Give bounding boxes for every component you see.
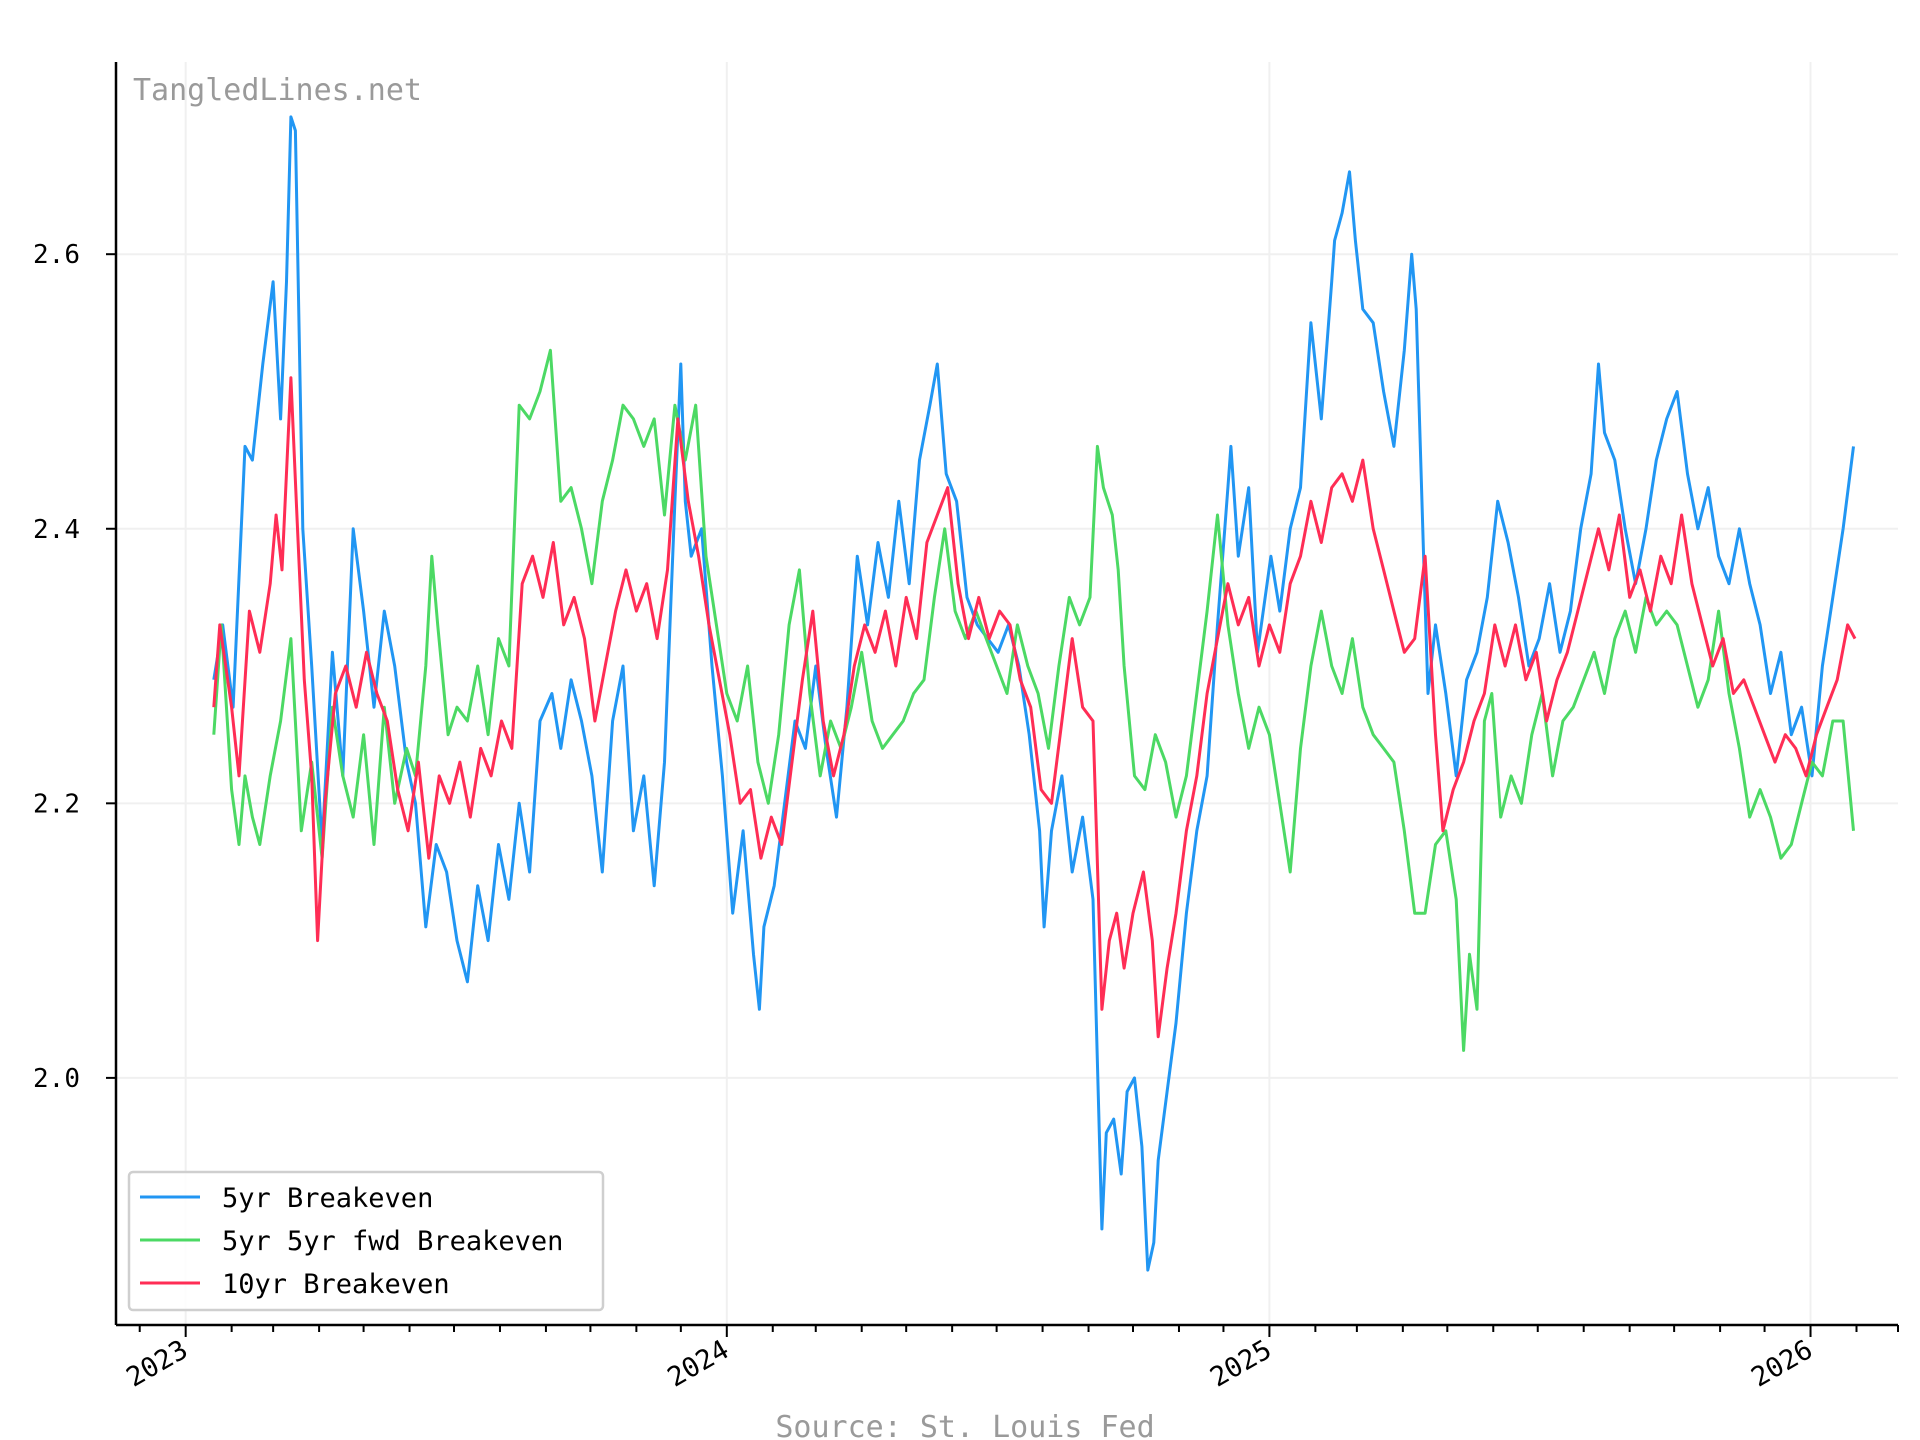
series-line-5yr: [212, 115, 1855, 1272]
legend-label-10yr: 10yr Breakeven: [222, 1269, 450, 1300]
y-axis-ticks: 2.0 2.2 2.4 2.6: [33, 240, 116, 1094]
source-caption: Source: St. Louis Fed: [775, 1410, 1154, 1440]
legend: 5yr Breakeven 5yr 5yr fwd Breakeven 10yr…: [127, 1170, 605, 1312]
y-tick-label-0: 2.0: [33, 1064, 80, 1094]
series-line-10yr: [212, 376, 1857, 1039]
legend-box: [127, 1170, 605, 1312]
y-tick-label-2: 2.4: [33, 515, 80, 545]
y-tick-label-1: 2.2: [33, 789, 80, 819]
series-line-5y5y: [212, 348, 1855, 1052]
legend-label-5y5y: 5yr 5yr fwd Breakeven: [222, 1226, 563, 1257]
legend-label-5yr: 5yr Breakeven: [222, 1183, 433, 1214]
axes: [114, 62, 1898, 1327]
series-lines: [212, 115, 1857, 1272]
y-tick-label-3: 2.6: [33, 240, 80, 270]
watermark-text: TangledLines.net: [133, 73, 422, 108]
